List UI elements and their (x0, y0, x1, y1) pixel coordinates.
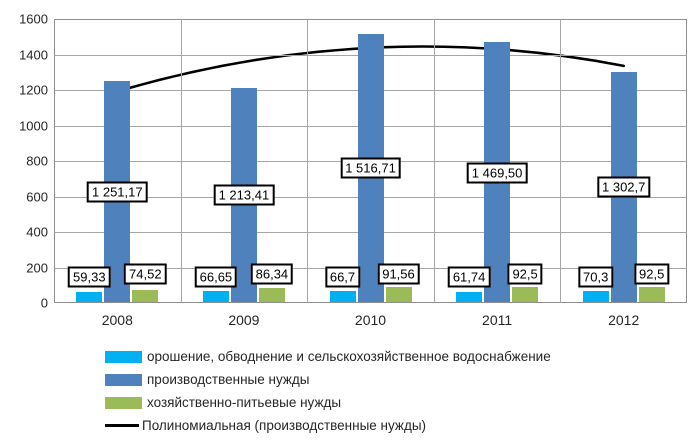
x-axis-label-2012: 2012 (608, 312, 640, 328)
legend-label-household: хозяйственно-питьевые нужды (147, 395, 342, 410)
x-axis-label-2008: 2008 (101, 312, 133, 328)
x-axis-label-2009: 2009 (228, 312, 260, 328)
legend: орошение, обводнение и сельскохозяйствен… (105, 345, 551, 437)
y-axis-tick-1200: 1200 (19, 82, 48, 98)
gridline-x-3 (433, 19, 435, 303)
bar-household-drinking-needs-2012 (638, 286, 665, 302)
legend-trendline-icon (105, 424, 139, 427)
legend-swatch-household-icon (105, 396, 142, 409)
data-label-industrial-needs-2009: 1 213,41 (213, 184, 275, 206)
x-axis-label-2011: 2011 (482, 312, 513, 328)
data-label-household-drinking-needs-2010: 91,56 (377, 263, 420, 285)
legend-item-trendline: Полиномиальная (производственные нужды) (105, 414, 551, 437)
bar-irrigation-water-supply-2012 (582, 290, 609, 302)
legend-label-industrial: производственные нужды (147, 372, 310, 387)
legend-item-household: хозяйственно-питьевые нужды (105, 391, 551, 414)
data-label-household-drinking-needs-2009: 86,34 (250, 263, 294, 285)
legend-swatch-industrial-icon (105, 373, 142, 386)
y-axis-tick-1000: 1000 (19, 118, 48, 133)
data-label-irrigation-water-supply-2009: 66,65 (194, 266, 238, 288)
legend-label-irrigation: орошение, обводнение и сельскохозяйствен… (147, 349, 551, 364)
y-axis-tick-400: 400 (26, 224, 48, 240)
data-label-irrigation-water-supply-2008: 59,33 (68, 266, 111, 288)
y-axis-tick-0: 0 (40, 295, 48, 311)
legend-item-irrigation: орошение, обводнение и сельскохозяйствен… (105, 345, 551, 368)
legend-label-trendline: Полиномиальная (производственные нужды) (142, 418, 427, 433)
bar-irrigation-water-supply-2008 (76, 292, 103, 302)
gridline-x-1 (180, 19, 182, 303)
data-label-industrial-needs-2011: 1 469,50 (466, 162, 528, 184)
y-axis-tick-800: 800 (26, 153, 48, 169)
data-label-irrigation-water-supply-2011: 61,74 (447, 266, 491, 288)
data-label-industrial-needs-2010: 1 516,71 (340, 157, 401, 179)
data-label-irrigation-water-supply-2010: 66,7 (324, 266, 361, 288)
x-axis-label-2010: 2010 (354, 312, 387, 328)
legend-swatch-irrigation-icon (105, 350, 142, 363)
y-axis-tick-200: 200 (26, 260, 48, 275)
gridline-x-4 (560, 19, 562, 303)
bar-irrigation-water-supply-2010 (329, 291, 356, 302)
y-axis-tick-1400: 1400 (19, 47, 48, 62)
data-label-industrial-needs-2008: 1 251,17 (86, 181, 148, 203)
data-label-household-drinking-needs-2008: 74,52 (124, 263, 167, 285)
legend-item-industrial: производственные нужды (105, 368, 551, 391)
bar-household-drinking-needs-2010 (385, 286, 412, 302)
y-axis-tick-1600: 1600 (19, 11, 48, 27)
bar-household-drinking-needs-2009 (258, 287, 285, 302)
bar-irrigation-water-supply-2011 (456, 292, 483, 302)
data-label-household-drinking-needs-2011: 92,5 (507, 263, 543, 285)
bar-irrigation-water-supply-2009 (202, 291, 229, 302)
y-axis-tick-600: 600 (26, 189, 48, 204)
data-label-irrigation-water-supply-2012: 70,3 (578, 266, 614, 288)
bar-household-drinking-needs-2011 (512, 286, 539, 302)
data-label-industrial-needs-2012: 1 302,7 (597, 176, 651, 198)
data-label-household-drinking-needs-2012: 92,5 (634, 263, 670, 285)
gridline-x-2 (307, 19, 309, 303)
bar-household-drinking-needs-2008 (132, 289, 159, 302)
